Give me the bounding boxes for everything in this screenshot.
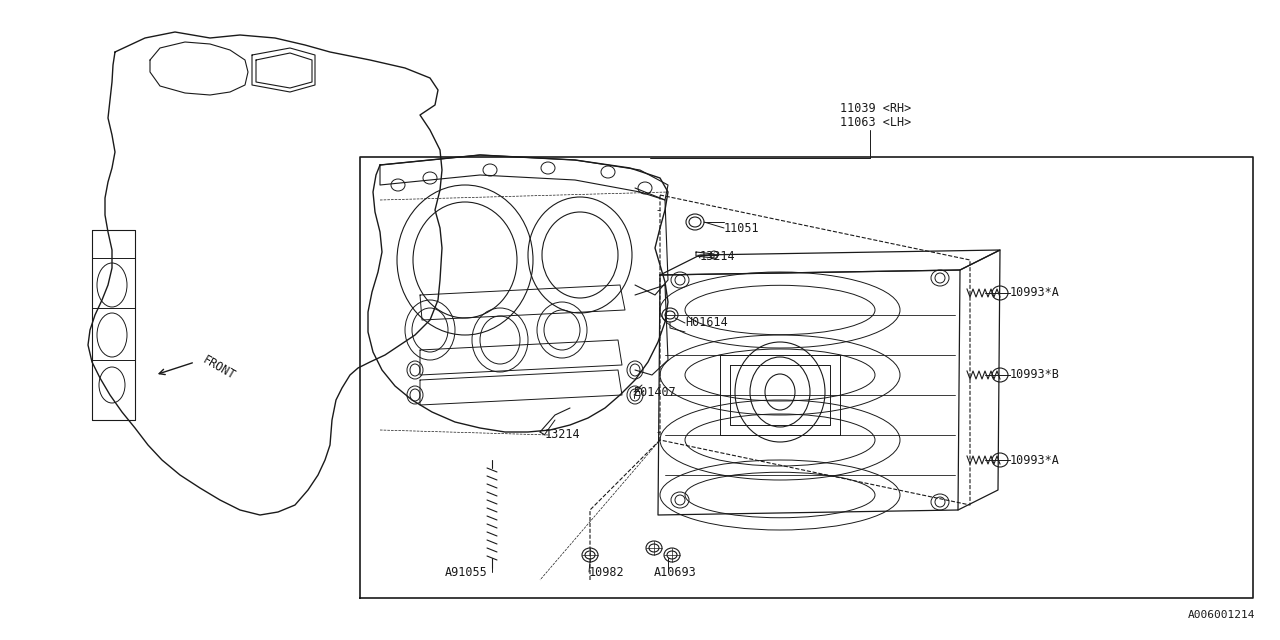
Text: 10993*B: 10993*B [1010,369,1060,381]
Text: 10993*A: 10993*A [1010,287,1060,300]
Text: 11039 <RH>: 11039 <RH> [840,102,911,115]
Text: FRONT: FRONT [200,353,237,383]
Text: 13214: 13214 [545,428,581,440]
Text: 11051: 11051 [724,221,759,234]
Text: A91055: A91055 [445,566,488,579]
Text: 10982: 10982 [589,566,625,579]
Text: 11063 <LH>: 11063 <LH> [840,115,911,129]
Text: 13214: 13214 [700,250,736,262]
Text: A006001214: A006001214 [1188,610,1254,620]
Text: 10993*A: 10993*A [1010,454,1060,467]
Text: A10693: A10693 [654,566,696,579]
Text: E01407: E01407 [634,385,677,399]
Text: H01614: H01614 [685,317,728,330]
